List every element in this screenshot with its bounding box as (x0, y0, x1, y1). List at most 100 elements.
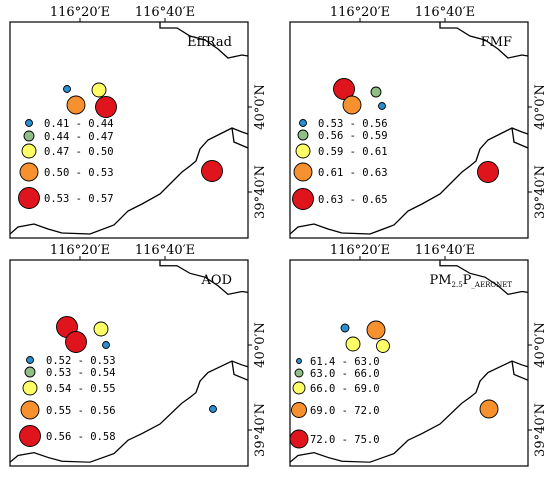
legend-label: 72.0 - 75.0 (310, 434, 380, 446)
legend-label: 66.0 - 69.0 (310, 383, 380, 395)
legend-symbol (292, 381, 306, 395)
boundary-line-3 (511, 361, 528, 381)
station-marker (376, 339, 390, 353)
legend-symbol (294, 368, 304, 378)
station-marker (370, 86, 382, 98)
lat-tick-label: 39°40′N (533, 165, 548, 219)
map-title: FMF (481, 35, 512, 50)
map-panel-effrad: 116°20′E 116°40′E 40°0′N 39°40′N EffRad 0.41 … (9, 5, 268, 239)
lon-tick-label: 116°40′E (415, 5, 475, 20)
legend-label: 63.0 - 66.0 (310, 368, 380, 380)
map-panel-aod: 116°20′E 116°40′E 40°0′N 39°40′N AOD 0.52 - 0… (9, 243, 268, 467)
station-marker (201, 160, 223, 182)
map-legend: 0.53 - 0.560.56 - 0.59 0.59 - 0.61 0.61 - … (292, 118, 388, 210)
legend-label: 0.53 - 0.54 (46, 367, 116, 379)
legend-symbol (25, 119, 33, 127)
legend-label: 0.56 - 0.58 (46, 431, 116, 443)
station-marker (63, 85, 71, 93)
station-marker (342, 95, 362, 115)
boundary-lines (290, 22, 528, 235)
map-panel-pm25: 116°20′E 116°40′E 40°0′N 39°40′N PM2.5P_AERO… (289, 243, 548, 467)
lon-tick-label: 116°40′E (135, 243, 195, 258)
legend-label: 0.63 - 0.65 (318, 194, 388, 206)
legend-symbol (292, 188, 314, 210)
map-frame (289, 21, 529, 239)
map-title: AOD (201, 273, 232, 288)
boundary-lines (10, 260, 248, 463)
lat-tick-label: 39°40′N (253, 403, 268, 457)
station-marker (93, 321, 109, 337)
station-marker (65, 331, 87, 353)
station-marker (477, 161, 499, 183)
boundary-line-1 (439, 260, 528, 296)
boundary-line-3 (231, 127, 248, 149)
legend-label: 0.59 - 0.61 (318, 146, 388, 158)
station-marker (479, 399, 499, 419)
boundary-line-1 (439, 22, 528, 59)
station-marker (340, 323, 350, 333)
legend-label: 0.52 - 0.53 (46, 355, 116, 367)
lon-tick-label: 116°20′E (50, 243, 110, 258)
lat-tick-label: 39°40′N (253, 165, 268, 219)
legend-symbol (18, 187, 40, 209)
legend-label: 0.47 - 0.50 (44, 146, 114, 158)
legend-label: 0.61 - 0.63 (318, 167, 388, 179)
lat-tick-label: 40°0′N (253, 84, 268, 130)
station-marker (378, 102, 386, 110)
legend-label: 0.55 - 0.56 (46, 405, 116, 417)
map-frame (9, 259, 249, 467)
boundary-line-1 (159, 260, 248, 296)
lon-tick-label: 116°40′E (415, 243, 475, 258)
legend-symbol (23, 130, 35, 142)
legend-symbol (19, 162, 39, 182)
map-frame (9, 21, 249, 239)
legend-symbol (26, 356, 34, 364)
boundary-lines (290, 260, 528, 463)
boundary-line-1 (159, 22, 248, 59)
legend-symbol (293, 162, 313, 182)
legend-label: 0.50 - 0.53 (44, 167, 114, 179)
lat-tick-label: 40°0′N (253, 322, 268, 368)
map-legend: 0.52 - 0.530.53 - 0.54 0.54 - 0.55 0.55 - … (19, 355, 116, 447)
map-panel-fmf: 116°20′E 116°40′E 40°0′N 39°40′N FMF 0.53 - 0… (289, 5, 548, 239)
station-marker (66, 95, 86, 115)
boundary-line-2 (290, 127, 528, 235)
boundary-line-2 (10, 360, 248, 463)
boundary-lines (10, 22, 248, 235)
boundary-line-3 (231, 361, 248, 381)
legend-label: 69.0 - 72.0 (310, 405, 380, 417)
map-title: EffRad (187, 35, 232, 50)
station-marker (209, 405, 217, 413)
lat-tick-label: 40°0′N (533, 84, 548, 130)
legend-label: 0.54 - 0.55 (46, 383, 116, 395)
legend-label: 0.41 - 0.44 (44, 118, 114, 130)
legend-label: 0.53 - 0.57 (44, 193, 114, 205)
lon-tick-label: 116°20′E (330, 5, 390, 20)
legend-symbol (289, 429, 309, 449)
map-legend: 0.41 - 0.440.44 - 0.47 0.47 - 0.50 0.50 - … (18, 118, 114, 209)
boundary-line-2 (10, 127, 248, 235)
legend-symbol (24, 366, 36, 378)
legend-label: 0.53 - 0.56 (318, 118, 388, 130)
lat-tick-label: 40°0′N (533, 322, 548, 368)
legend-symbol (296, 358, 302, 364)
lon-tick-label: 116°20′E (330, 243, 390, 258)
legend-symbol (299, 119, 307, 127)
legend-label: 61.4 - 63.0 (310, 356, 380, 368)
map-legend: 61.4 - 63.063.0 - 66.0 66.0 - 69.0 69.0 - … (289, 356, 380, 449)
station-marker (91, 82, 107, 98)
lon-tick-label: 116°20′E (50, 5, 110, 20)
legend-symbol (19, 425, 41, 447)
boundary-line-2 (290, 360, 528, 463)
legend-symbol (21, 143, 37, 159)
legend-symbol (22, 380, 38, 396)
station-marker (366, 320, 386, 340)
legend-symbol (291, 402, 307, 418)
map-title: PM2.5P_AERONET (429, 273, 512, 289)
legend-symbol (297, 129, 309, 141)
boundary-line-3 (511, 127, 528, 149)
lat-tick-label: 39°40′N (533, 403, 548, 457)
legend-label: 0.44 - 0.47 (44, 131, 114, 143)
legend-symbol (20, 400, 40, 420)
